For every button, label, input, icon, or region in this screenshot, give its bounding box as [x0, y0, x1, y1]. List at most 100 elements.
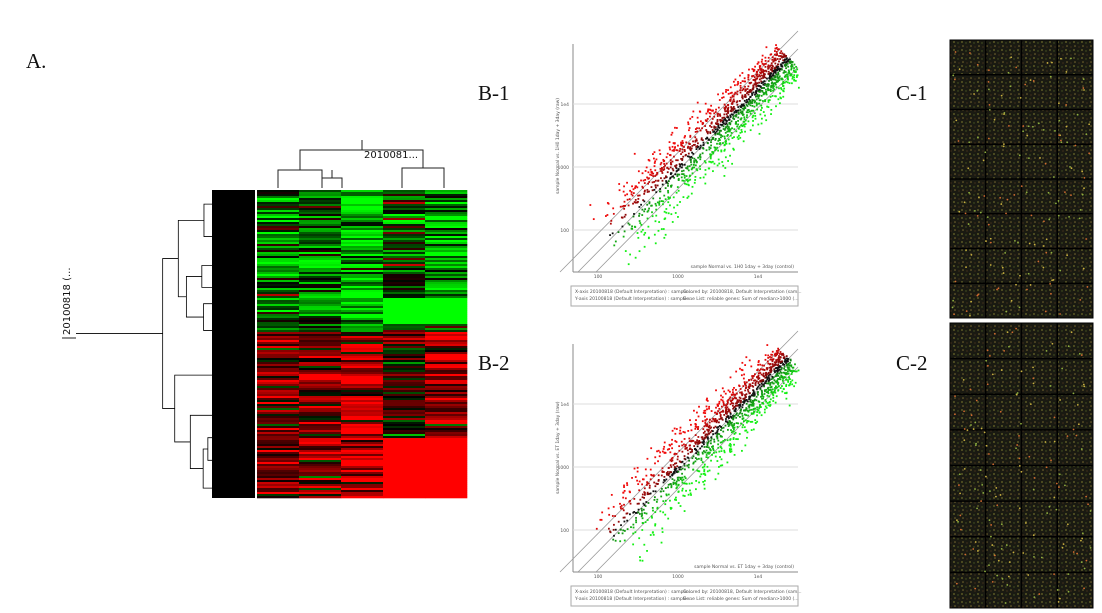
point	[623, 504, 625, 506]
heatmap-cell	[341, 470, 383, 472]
heatmap-cell	[341, 190, 383, 192]
point	[732, 117, 734, 119]
legend-text: Colored by: 20100818, Default Interpreta…	[683, 589, 802, 595]
heatmap-cell	[383, 310, 425, 312]
point	[675, 468, 677, 470]
point	[657, 185, 659, 187]
heatmap-cell	[383, 394, 425, 396]
heatmap-cell	[383, 306, 425, 308]
point	[724, 117, 726, 119]
spot	[963, 379, 965, 381]
point	[683, 483, 685, 485]
point	[624, 540, 626, 542]
point	[668, 168, 670, 170]
point	[613, 244, 615, 246]
point	[766, 94, 768, 96]
point	[670, 173, 672, 175]
point	[678, 477, 680, 479]
point	[774, 78, 776, 80]
heatmap-cell	[341, 486, 383, 488]
point	[777, 348, 779, 350]
point	[695, 434, 697, 436]
spot	[1011, 331, 1013, 333]
point	[725, 120, 727, 122]
point	[775, 84, 777, 86]
point	[758, 85, 760, 87]
point	[694, 182, 696, 184]
point	[655, 209, 657, 211]
point	[764, 93, 766, 95]
point	[724, 144, 726, 146]
heatmap-cell	[257, 364, 299, 366]
heatmap-cell	[341, 390, 383, 392]
heatmap-cell	[425, 210, 467, 212]
spot	[990, 524, 992, 526]
point	[620, 506, 622, 508]
point	[759, 89, 761, 91]
point	[645, 501, 647, 503]
spot	[964, 201, 966, 203]
point	[726, 409, 728, 411]
point	[638, 509, 640, 511]
point	[679, 166, 681, 168]
point	[682, 140, 684, 142]
point	[706, 452, 708, 454]
heatmap-cell	[341, 438, 383, 440]
point	[716, 143, 718, 145]
heatmap-cell	[425, 474, 467, 476]
heatmap-cell	[383, 314, 425, 316]
point	[702, 152, 704, 154]
point	[705, 129, 707, 131]
point	[673, 207, 675, 209]
heatmap-cell	[383, 414, 425, 416]
point	[633, 498, 635, 500]
point	[654, 485, 656, 487]
point	[780, 50, 782, 52]
point	[687, 166, 689, 168]
point	[743, 88, 745, 90]
point	[732, 391, 734, 393]
point	[737, 112, 739, 114]
heatmap-cell	[299, 472, 341, 474]
heatmap-cell	[341, 338, 383, 340]
point	[684, 137, 686, 139]
heatmap-cell	[257, 334, 299, 336]
heatmap-cell	[299, 310, 341, 312]
point	[764, 393, 766, 395]
point	[732, 137, 734, 139]
heatmap-cell	[383, 308, 425, 310]
heatmap-cell	[341, 394, 383, 396]
point	[608, 203, 610, 205]
point	[734, 427, 736, 429]
point	[656, 173, 658, 175]
heatmap-cell	[425, 438, 467, 440]
point	[707, 110, 709, 112]
point	[683, 173, 685, 175]
point	[763, 70, 765, 72]
spot	[980, 469, 982, 471]
point	[752, 375, 754, 377]
point	[672, 478, 674, 480]
point	[697, 436, 699, 438]
point	[665, 500, 667, 502]
heatmap-cell	[383, 316, 425, 318]
heatmap-cell	[425, 484, 467, 486]
point	[732, 403, 734, 405]
point	[706, 137, 708, 139]
heatmap-cell	[425, 426, 467, 428]
point	[741, 117, 743, 119]
heatmap-cell	[425, 220, 467, 222]
spot	[996, 504, 998, 506]
spot	[1051, 252, 1053, 254]
point	[758, 103, 760, 105]
heatmap-cell	[257, 418, 299, 420]
heatmap-cell	[383, 380, 425, 382]
point	[643, 509, 645, 511]
point	[752, 120, 754, 122]
point	[692, 140, 694, 142]
heatmap-cell	[257, 388, 299, 390]
point	[706, 429, 708, 431]
heatmap-cell	[299, 376, 341, 378]
point	[702, 481, 704, 483]
heatmap-cell	[425, 340, 467, 342]
